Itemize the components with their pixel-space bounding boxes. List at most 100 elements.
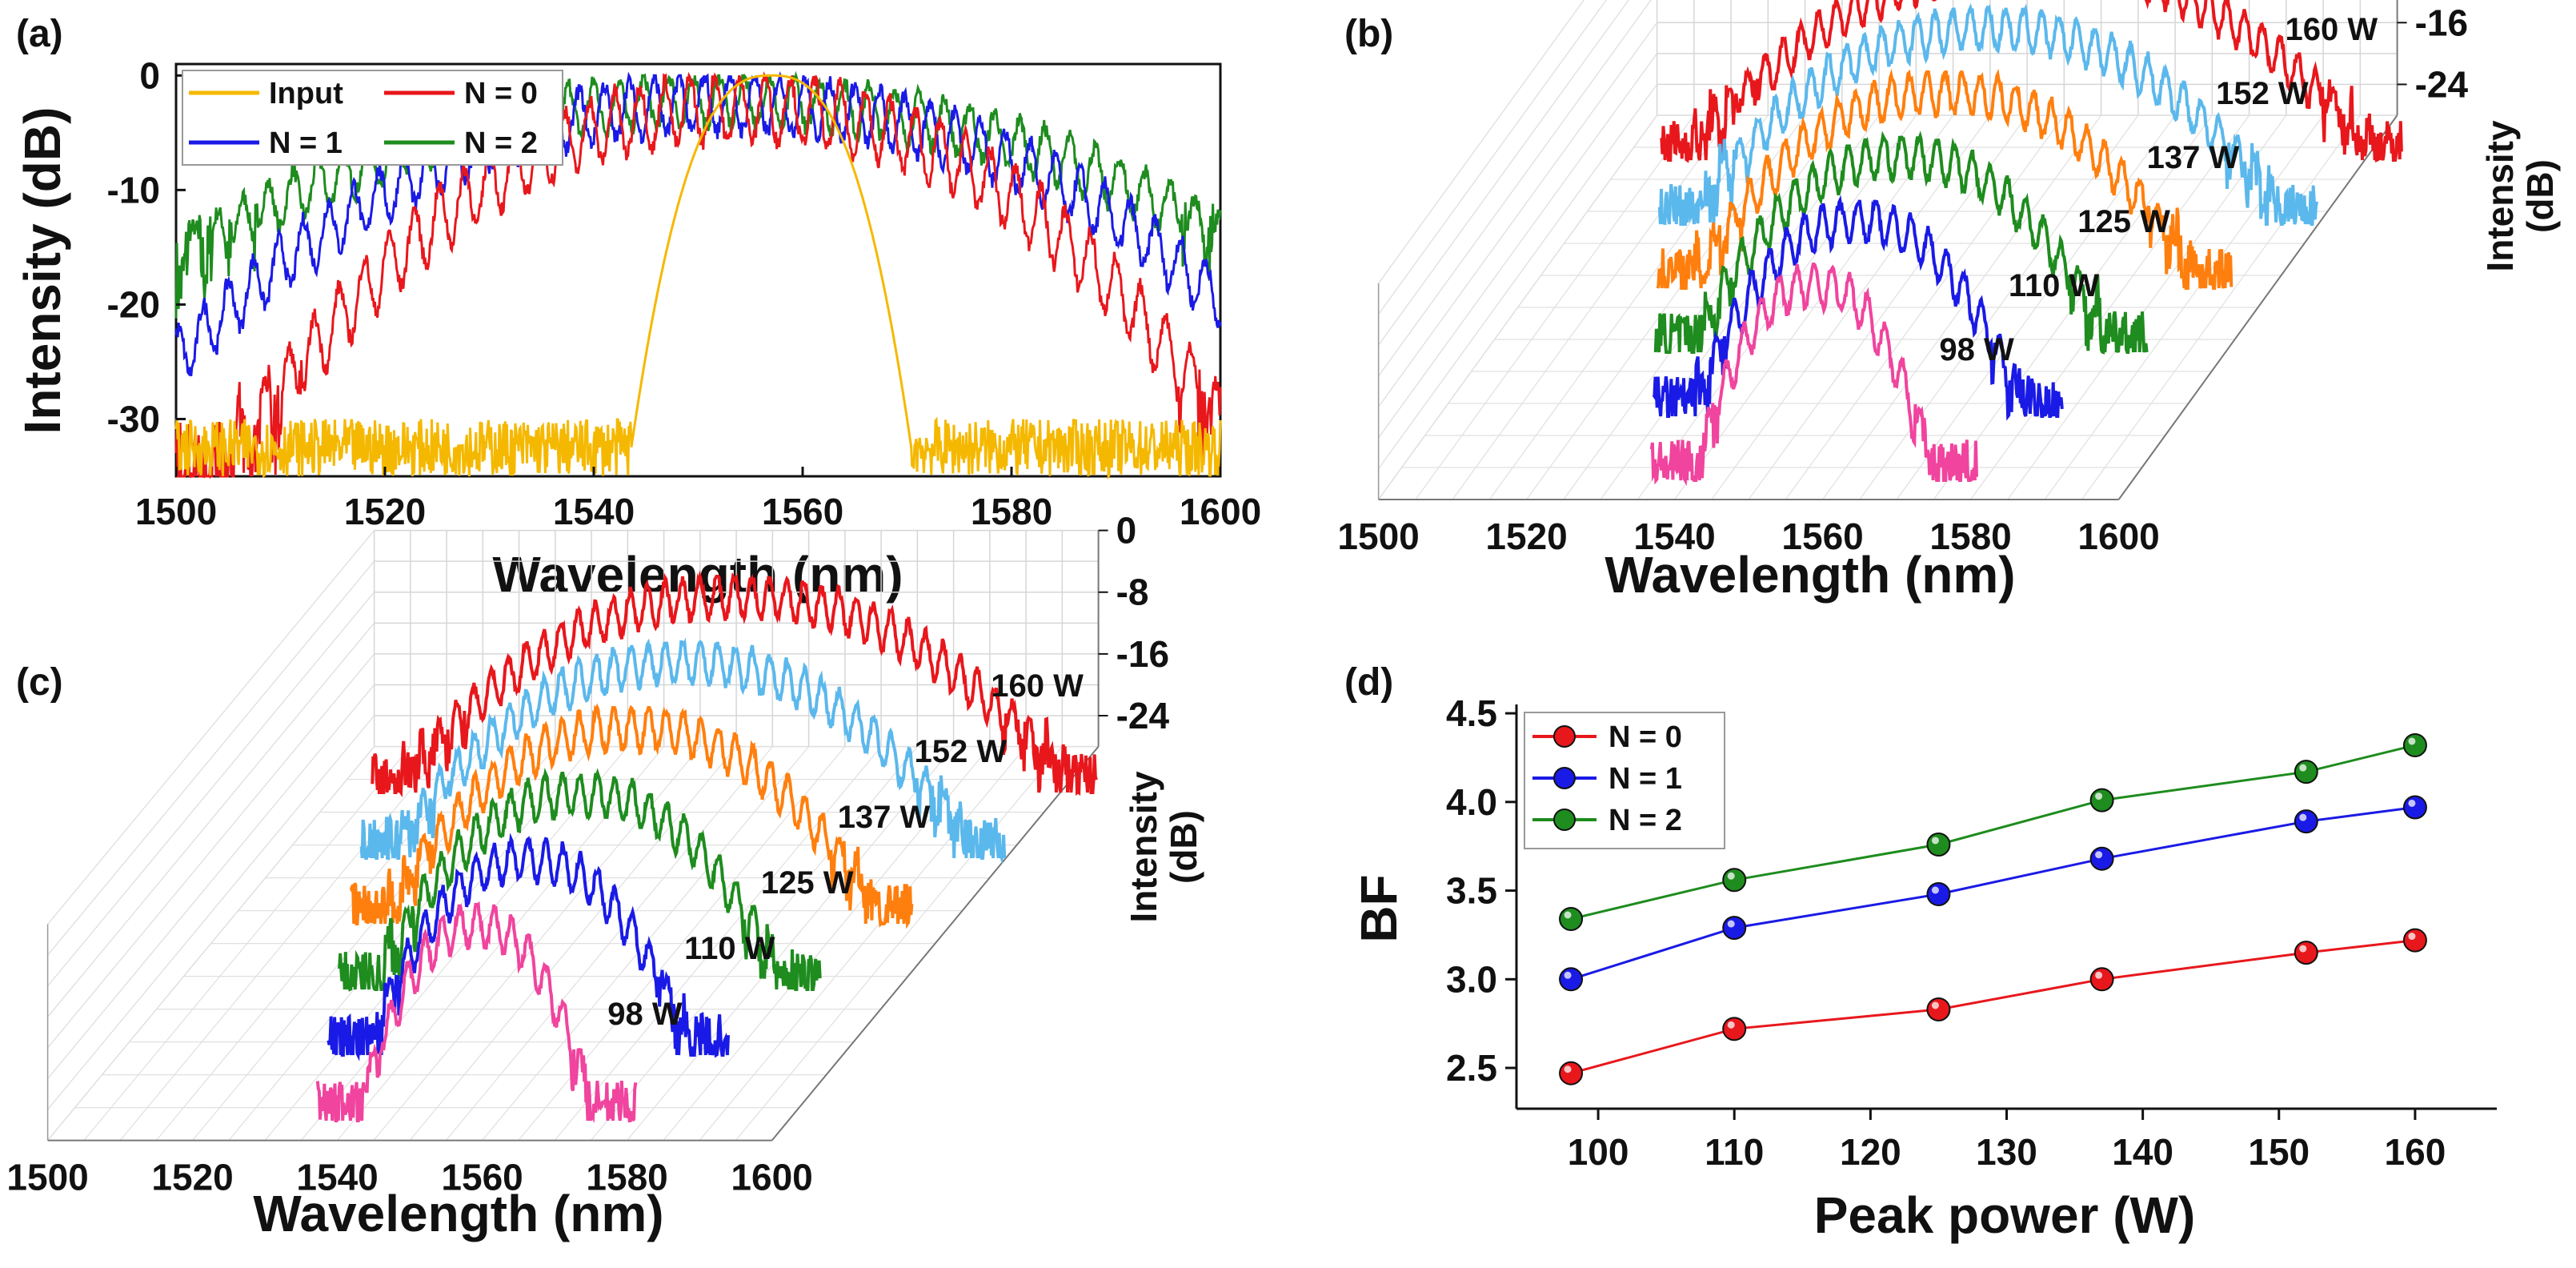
panel-d-point — [2294, 941, 2318, 965]
panel-a-x-tick-label: 1580 — [971, 491, 1052, 532]
panel-d-y-tick-label: 4.0 — [1446, 781, 1497, 823]
panel-d-point-highlight — [1564, 1065, 1572, 1073]
panel-d-point — [2402, 795, 2427, 820]
c-power-label: 110 W — [684, 931, 775, 966]
b-grid-line — [1378, 0, 1629, 346]
panel-d-legend-marker — [1553, 809, 1576, 831]
b-power-label: 110 W — [2009, 268, 2100, 303]
c-grid-line — [47, 684, 375, 1079]
panel-d-point-highlight — [2408, 933, 2416, 941]
panel-d-point — [1926, 997, 1951, 1021]
panel-d-y-tick-label: 4.5 — [1446, 692, 1497, 734]
panel-d-point-highlight — [2408, 737, 2416, 745]
b-grid-line — [1378, 0, 1584, 284]
c-x-tick-label: 1520 — [151, 1157, 233, 1198]
panel-a-spectra: 1500 1520 1540 1560 1580 1600 0 -10 -20 -30 Input… — [14, 54, 1261, 604]
panel-c-waterfall: 160 W 152 W 137 W 125 W 110 W98 W 1500 1520 15… — [6, 510, 1204, 1242]
panel-label-c: (c) — [16, 661, 63, 704]
c-power-label: 98 W — [607, 997, 683, 1032]
b-curve-110w — [1652, 195, 2064, 421]
b-z-tick-label: -24 — [2415, 63, 2469, 105]
panel-d-point — [1722, 868, 1747, 893]
panel-d-x-tick-label: 150 — [2248, 1131, 2310, 1173]
panel-d-point-highlight — [1564, 971, 1572, 979]
c-x-tick-label: 1500 — [6, 1157, 88, 1198]
panel-d-bf-plot: 100 110 120 130 140 150 160 2.5 3.0 3.5 4.0 4.5 N =… — [1350, 692, 2497, 1244]
b-curve-98w — [1649, 263, 1978, 487]
c-grid-line — [47, 560, 375, 956]
c-power-label: 125 W — [761, 865, 854, 901]
b-power-label: 98 W — [1939, 332, 2014, 367]
panel-label-b: (b) — [1344, 13, 1393, 55]
panel-d-y-axis-label: BF — [1350, 874, 1408, 942]
panel-d-legend-label: N = 0 — [1608, 720, 1682, 754]
panel-label-a: (a) — [16, 13, 63, 55]
b-grid-line — [1378, 53, 1658, 439]
panel-d-x-tick-label: 110 — [1705, 1131, 1764, 1173]
panel-b-z-axis-label-line2: (dB) — [2519, 159, 2561, 233]
panel-b-x-axis-label: Wavelength (nm) — [1604, 546, 2015, 604]
panel-d-point-highlight — [2408, 799, 2416, 807]
panel-d-point — [1722, 916, 1747, 941]
panel-d-y-tick-label: 2.5 — [1446, 1047, 1497, 1089]
panel-a-x-tick-label: 1520 — [344, 491, 426, 532]
panel-b-waterfall: 160 W 152 W 137 W 125 W 110 W 98 W 1500 1520 15… — [1337, 0, 2561, 604]
panel-d-x-axis-label: Peak power (W) — [1814, 1186, 2196, 1244]
panel-d-point — [1926, 881, 1951, 906]
panel-a-x-tick-label: 1560 — [762, 491, 843, 532]
panel-d-point — [1559, 1061, 1584, 1085]
c-curve-137w — [349, 703, 914, 929]
b-grid-line — [1378, 0, 1607, 315]
c-grid-line — [47, 715, 375, 1110]
b-y-axis — [2117, 114, 2398, 500]
panel-a-legend-label: N = 0 — [464, 77, 538, 110]
panel-a-legend-label: Input — [269, 77, 343, 110]
panel-d-point — [2089, 967, 2114, 992]
c-z-tick-label: -24 — [1116, 695, 1170, 736]
c-power-label: 160 W — [991, 668, 1084, 704]
panel-d-x-tick-label: 160 — [2385, 1131, 2446, 1173]
c-grid-line — [47, 746, 375, 1141]
b-grid-line — [1378, 0, 1652, 377]
panel-label-d: (d) — [1344, 661, 1393, 704]
panel-a-y-tick-label: -20 — [107, 283, 160, 325]
b-z-tick-label: -16 — [2415, 2, 2468, 43]
panel-c-z-axis-label-line1: Intensity — [1123, 771, 1164, 923]
panel-d-point — [1722, 1017, 1747, 1041]
panel-d-x-tick-label: 140 — [2112, 1131, 2173, 1173]
c-z-tick-label: 0 — [1116, 510, 1137, 552]
c-power-label: 152 W — [914, 734, 1007, 769]
panel-d-legend-label: N = 1 — [1608, 762, 1682, 796]
c-curve-125w — [338, 767, 822, 992]
panel-d-point — [2089, 788, 2114, 813]
c-curve-160w — [371, 570, 1098, 798]
panel-d-point-highlight — [1931, 1001, 1939, 1009]
panel-d-point-highlight — [2095, 792, 2103, 801]
panel-d-point-highlight — [1564, 911, 1572, 919]
panel-d-point — [2402, 732, 2427, 757]
c-x-tick-label: 1540 — [296, 1157, 378, 1198]
panel-d-x-tick-label: 100 — [1568, 1131, 1629, 1173]
panel-a-x-tick-label: 1600 — [1180, 491, 1261, 532]
panel-d-point-highlight — [2095, 851, 2103, 859]
panel-d-point — [2294, 809, 2318, 834]
b-power-label: 137 W — [2147, 140, 2240, 175]
c-grid-line — [47, 653, 375, 1049]
panel-a-series-input — [174, 74, 1222, 480]
c-curve-152w — [359, 637, 1007, 865]
b-curve-160w — [1660, 0, 2403, 163]
panel-d-point-highlight — [1727, 872, 1735, 880]
panel-a-series-n1 — [174, 70, 1222, 377]
panel-a-x-tick-label: 1500 — [135, 491, 217, 532]
panel-d-point — [2402, 928, 2427, 953]
b-power-label: 160 W — [2286, 12, 2378, 47]
panel-a-legend-label: N = 2 — [464, 126, 538, 160]
panel-d-point-highlight — [1727, 1021, 1735, 1029]
panel-a-series-n0 — [174, 70, 1222, 480]
panel-d-line-n2 — [1570, 744, 2416, 921]
panel-d-point — [1926, 832, 1951, 857]
panel-a-legend-box — [182, 70, 563, 166]
c-z-tick-label: -8 — [1116, 572, 1149, 613]
b-curve-152w — [1657, 2, 2319, 226]
